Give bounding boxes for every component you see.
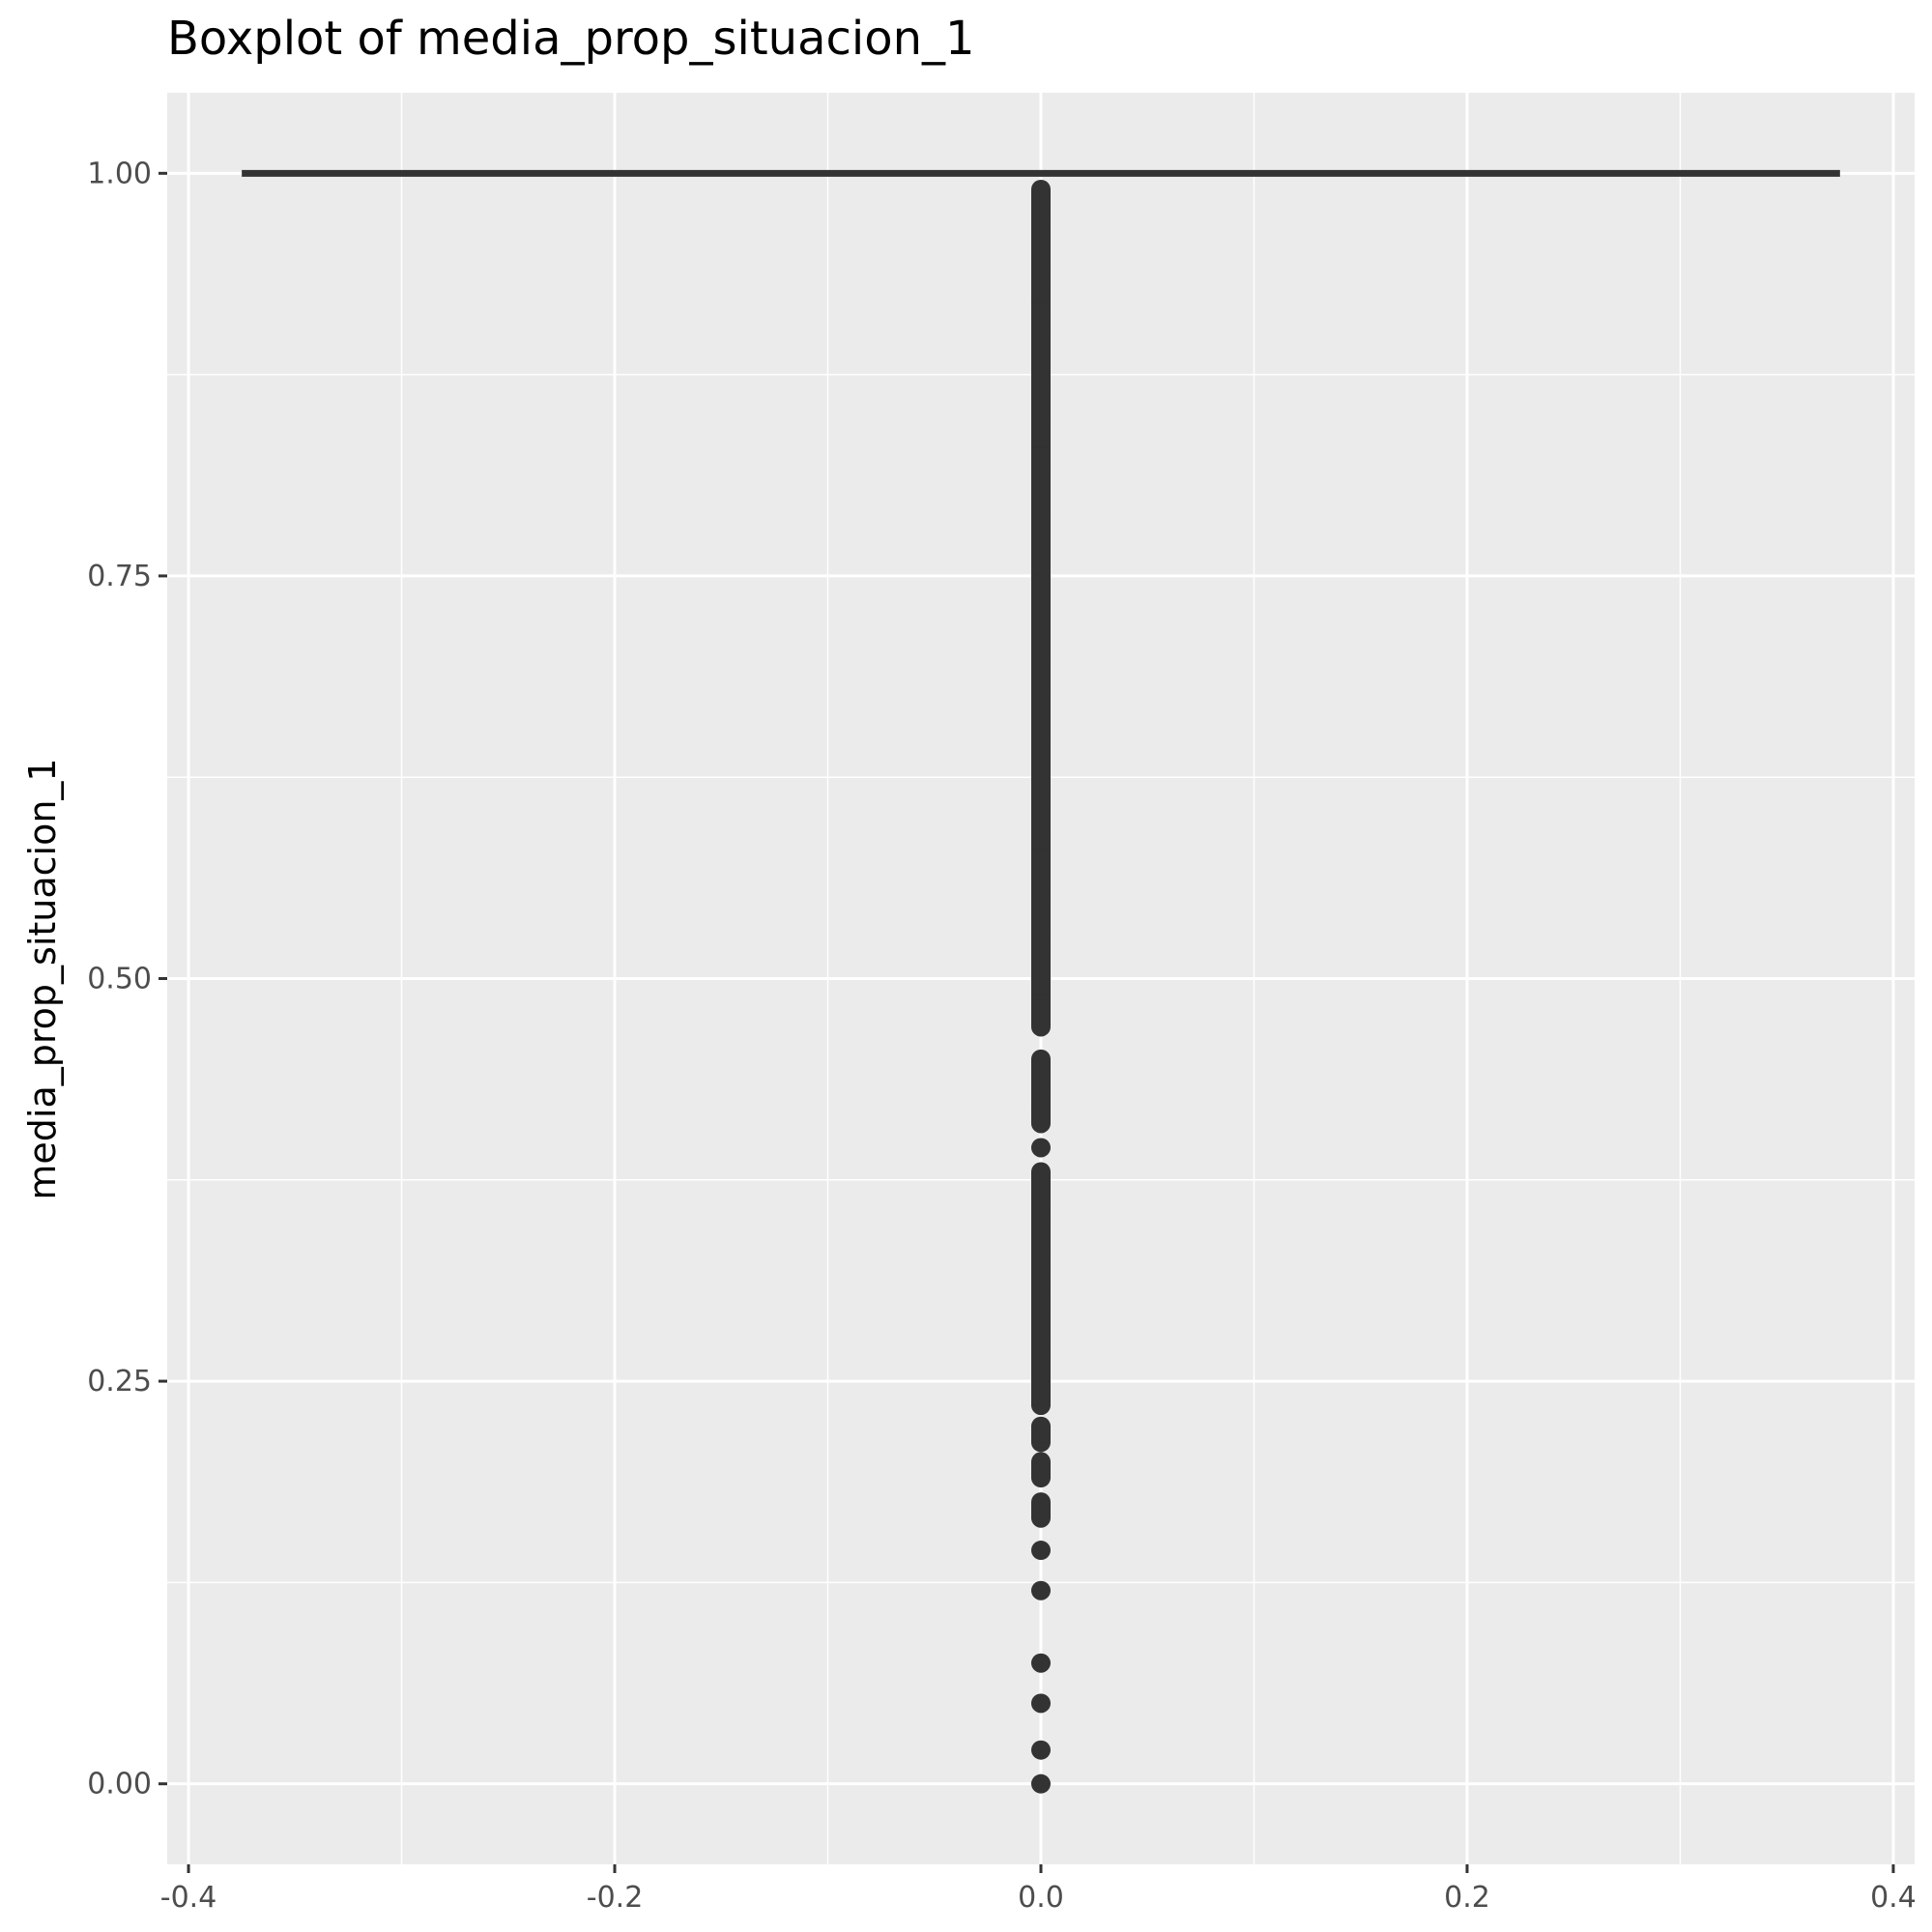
- x-tick-label: 0.4: [1870, 1881, 1917, 1915]
- y-tick-label: 1.00: [87, 157, 152, 190]
- chart-title: Boxplot of media_prop_situacion_1: [167, 12, 975, 66]
- y-tick-label: 0.50: [87, 963, 152, 996]
- outlier-point: [1031, 1653, 1051, 1673]
- outlier-point: [1031, 1049, 1051, 1069]
- outlier-point: [1031, 1740, 1051, 1760]
- x-tick-label: 0.0: [1018, 1881, 1064, 1915]
- outlier-point: [1031, 1162, 1051, 1182]
- outlier-point: [1031, 1416, 1051, 1436]
- x-tick-label: -0.4: [160, 1881, 217, 1915]
- outlier-point: [1031, 1492, 1051, 1513]
- y-tick-label: 0.25: [87, 1365, 152, 1399]
- outlier-point: [1031, 1541, 1051, 1561]
- outlier-point: [1031, 179, 1051, 199]
- outlier-point: [1031, 1773, 1051, 1794]
- outlier-point: [1031, 1452, 1051, 1472]
- y-tick-label: 0.00: [87, 1768, 152, 1802]
- x-tick-label: 0.2: [1444, 1881, 1490, 1915]
- outlier-point: [1031, 1580, 1051, 1600]
- y-tick-label: 0.75: [87, 560, 152, 593]
- outlier-point: [1031, 1138, 1051, 1158]
- outlier-point: [1031, 1693, 1051, 1714]
- x-tick-label: -0.2: [587, 1881, 644, 1915]
